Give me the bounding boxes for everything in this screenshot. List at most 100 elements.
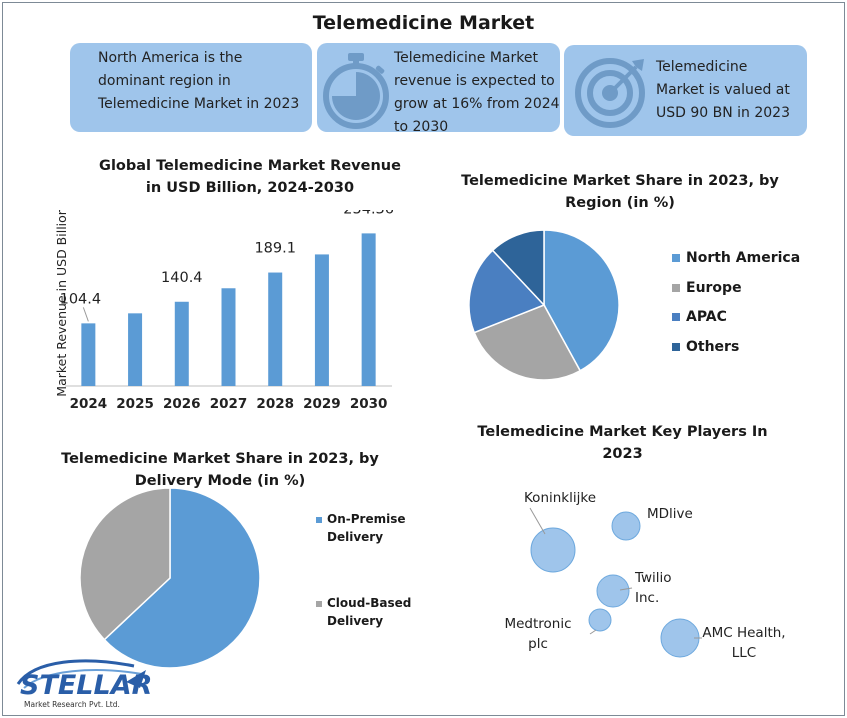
y-axis-label: Market Revenue in USD Billion (54, 210, 69, 397)
bar (128, 313, 143, 386)
card-growth: Telemedicine Market revenue is expected … (317, 43, 560, 135)
region-pie-slice (543, 229, 620, 372)
bar (268, 272, 283, 386)
legend-swatch (316, 600, 322, 607)
chart-title-line: Global Telemedicine Market Revenue (99, 158, 401, 174)
chart-title-line: in USD Billion, 2024-2030 (145, 180, 355, 196)
region-pie-title: Telemedicine Market Share in 2023, by Re… (455, 170, 785, 214)
x-tick-label: 2030 (350, 396, 388, 412)
x-tick-label: 2027 (210, 396, 248, 412)
player-leader-line (529, 507, 546, 535)
chart-title-line: 2023 (602, 446, 643, 462)
key-players-bubble-chart: Koninklijke MDlive Twilio Inc. Medtronic plc A… (504, 490, 785, 661)
card-dominant-region: North America is the dominant region in … (70, 43, 312, 132)
card-growth-text: Telemedicine Market revenue is expected … (394, 47, 560, 139)
player-label: MDlive (647, 506, 693, 522)
bar (361, 233, 376, 386)
chart-title-line: Telemedicine Market Share in 2023, by (461, 173, 779, 189)
player-leader-line (619, 587, 633, 591)
player-label: Koninklijke (524, 490, 596, 506)
legend-swatch (316, 516, 322, 523)
page-title: Telemedicine Market (312, 12, 535, 34)
card-line: North America is the (98, 50, 243, 66)
x-tick-label: 2026 (163, 396, 201, 412)
chart-title-line: Telemedicine Market Key Players In (477, 424, 768, 440)
player-leader-line (589, 629, 597, 635)
bar (221, 288, 236, 386)
card-valuation-text: Telemedicine Market is valued at USD 90 … (656, 56, 790, 125)
chart-title-line: Delivery Mode (in %) (134, 473, 306, 489)
x-tick-label: 2029 (303, 396, 341, 412)
data-label: 189.1 (254, 241, 296, 257)
legend-label: Others (686, 339, 740, 355)
player-label: Medtronic (504, 616, 571, 632)
delivery-pie-slice (103, 487, 261, 669)
data-label-leader (82, 307, 89, 322)
legend-label: North America (686, 250, 801, 266)
delivery-pie-slice (79, 487, 171, 641)
legend-label: Cloud-Based (327, 596, 412, 610)
card-line: Market is valued at (656, 82, 790, 98)
card-line: dominant region in (98, 73, 231, 89)
player-bubble (588, 608, 612, 632)
stellar-logo: STELLAR Market Research Pvt. Ltd. (16, 659, 152, 709)
legend-label: Delivery (327, 614, 384, 628)
card-line: Telemedicine Market in 2023 (98, 96, 300, 112)
card-line: grow at 16% from 2024 (394, 96, 560, 112)
card-line: Telemedicine (656, 59, 748, 75)
player-bubble (611, 511, 641, 541)
legend-label: Delivery (327, 530, 384, 544)
bar (314, 254, 329, 386)
logo-name: STELLAR (20, 670, 152, 701)
legend-label: On-Premise (327, 512, 406, 526)
data-label: 254.36 (343, 210, 394, 217)
legend-item: North America (672, 250, 800, 266)
x-tick-label: 2024 (70, 396, 108, 412)
logo-tagline: Market Research Pvt. Ltd. (24, 700, 120, 709)
player-bubble (660, 618, 700, 658)
legend-swatch (672, 313, 680, 321)
key-players-title: Telemedicine Market Key Players In 2023 (470, 421, 775, 465)
data-label: 140.4 (161, 270, 203, 286)
card-line: revenue is expected to (394, 73, 555, 89)
legend-label: Europe (686, 280, 742, 296)
bar (81, 323, 96, 386)
bar-chart: 2024 104.4 2025 2026 140.4 2027 2028 189.1 2029 2… (54, 210, 394, 412)
region-pie-slice (468, 249, 546, 334)
delivery-pie-title: Telemedicine Market Share in 2023, by De… (60, 448, 380, 492)
target-icon (575, 58, 645, 128)
legend-swatch (672, 343, 680, 351)
player-label: Inc. (635, 590, 659, 606)
data-label: 104.4 (60, 291, 102, 307)
legend-item: On-Premise Delivery (316, 510, 405, 546)
legend-swatch (672, 254, 680, 262)
region-pie-slice (473, 304, 582, 381)
legend-item: Cloud-Based Delivery (316, 594, 411, 630)
x-tick-label: 2025 (116, 396, 154, 412)
card-line: to 2030 (394, 119, 449, 135)
player-label: LLC (732, 645, 756, 661)
delivery-pie-chart (79, 487, 261, 669)
player-bubble (596, 574, 630, 608)
bar (174, 301, 189, 386)
bar-chart-title: Global Telemedicine Market Revenue in US… (90, 155, 410, 199)
player-label: plc (528, 636, 548, 652)
chart-title-line: Telemedicine Market Share in 2023, by (61, 451, 379, 467)
card-line: USD 90 BN in 2023 (656, 105, 790, 121)
region-pie-slice (491, 229, 545, 307)
chart-title-line: Region (in %) (565, 195, 675, 211)
player-label: AMC Health, (702, 625, 785, 641)
card-valuation: Telemedicine Market is valued at USD 90 … (564, 45, 807, 136)
player-label: Twilio (634, 570, 672, 586)
legend-item: APAC (672, 309, 727, 325)
legend-label: APAC (686, 309, 727, 325)
card-dominant-region-text: North America is the dominant region in … (98, 47, 299, 116)
card-line: Telemedicine Market (394, 50, 538, 66)
legend-item: Others (672, 339, 739, 355)
legend-swatch (672, 284, 680, 292)
x-tick-label: 2028 (256, 396, 294, 412)
player-bubble (530, 527, 576, 573)
stopwatch-icon (323, 53, 389, 129)
region-pie-chart (468, 229, 620, 381)
